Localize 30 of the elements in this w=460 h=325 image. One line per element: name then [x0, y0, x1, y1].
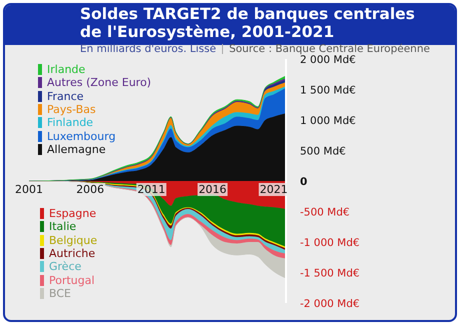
legend-label: Pays-Bas	[47, 103, 96, 116]
y-tick-label: 0	[300, 176, 308, 188]
y-tick-label: 1 000 Md€	[300, 115, 356, 127]
legend-label: Belgique	[49, 234, 98, 247]
x-tick-label: 2006	[76, 183, 104, 196]
legend-label: France	[47, 90, 84, 103]
x-tick-label: 2016	[198, 183, 227, 196]
legend-label: BCE	[49, 286, 71, 300]
legend-label: Espagne	[49, 207, 96, 220]
legend-label: Allemagne	[47, 142, 106, 156]
legend-label: Finlande	[47, 116, 94, 130]
legend-label: Luxembourg	[47, 130, 116, 143]
y-tick-label: -1 500 Md€	[300, 268, 360, 280]
legend-label: Autriche	[49, 247, 96, 260]
legend-label: Grèce	[49, 260, 82, 274]
y-tick-label: 2 000 Md€	[300, 54, 356, 66]
y-tick-label: -2 000 Md€	[300, 298, 360, 310]
x-tick-label: 2001	[15, 183, 43, 196]
chart-subtitle: En milliards d'euros. Lissé	[80, 43, 216, 55]
chart-title: Soldes TARGET2 de banques centrales de l'Eurosystème, 2001-2021	[80, 5, 416, 41]
y-tick-label: 1 500 Md€	[300, 84, 356, 96]
legend-label: Italie	[49, 220, 76, 234]
y-tick-label: -500 Md€	[300, 206, 350, 218]
source-note: Source : Banque Centrale Européenne	[229, 43, 430, 55]
legend-label: Portugal	[49, 274, 95, 287]
y-tick-label: 500 Md€	[300, 146, 346, 158]
x-tick-label: 2021	[260, 183, 288, 196]
legend-label: Irlande	[47, 63, 86, 76]
y-tick-label: -1 000 Md€	[300, 237, 360, 249]
legend-label: Autres (Zone Euro)	[47, 76, 152, 90]
